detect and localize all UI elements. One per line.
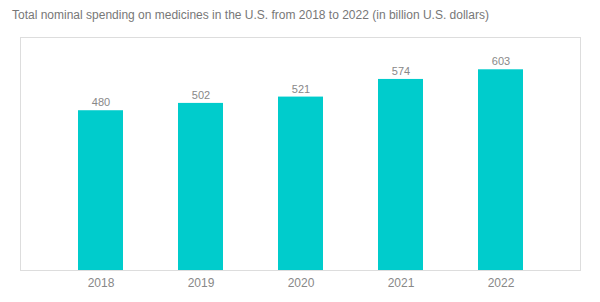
svg-text:502: 502 (192, 89, 210, 101)
svg-text:2018: 2018 (88, 276, 115, 290)
svg-text:480: 480 (92, 96, 110, 108)
svg-text:2022: 2022 (488, 276, 515, 290)
svg-text:574: 574 (392, 65, 410, 77)
svg-text:2021: 2021 (388, 276, 415, 290)
svg-text:603: 603 (492, 55, 510, 67)
html-text:Total nominal spending on medi: Total nominal spending on medicines in t… (12, 8, 489, 22)
svg-text:521: 521 (292, 83, 310, 95)
svg-text:2020: 2020 (288, 276, 315, 290)
svg-text:2019: 2019 (188, 276, 215, 290)
